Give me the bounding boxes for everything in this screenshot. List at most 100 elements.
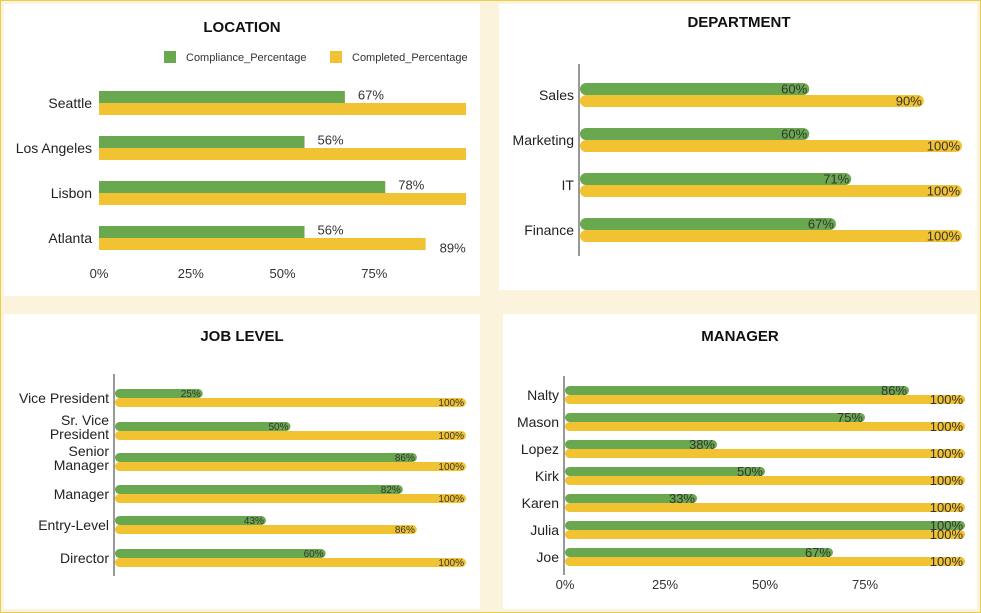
job-level-category-label: Director: [60, 550, 109, 566]
location-data-label: 78%: [398, 178, 424, 193]
manager-bar-completed: [565, 395, 965, 404]
job-level-category-label: Sr. Vice President: [50, 412, 109, 442]
manager-category-label: Joe: [536, 549, 559, 565]
legend-swatch-1: [330, 51, 342, 63]
manager-bar-compliance: [565, 548, 833, 557]
location-tick-label: 75%: [361, 266, 387, 281]
department-bar-completed: [580, 230, 962, 242]
legend-label-1: Completed_Percentage: [352, 52, 468, 64]
job-level-category-line: Manager: [54, 457, 110, 473]
department-data-label: 90%: [896, 94, 922, 109]
department-category-label: Finance: [524, 222, 574, 238]
job-level-category-line: Senior: [69, 443, 110, 459]
job-level-category-label: Senior Manager: [54, 443, 110, 473]
location-category-label: Atlanta: [48, 230, 92, 246]
job-level-data-label: 100%: [438, 558, 464, 569]
job-level-bar-compliance: [115, 549, 326, 558]
department-bar-compliance: [580, 83, 810, 95]
manager-category-label: Kirk: [535, 468, 560, 484]
manager-chart: MANAGER Nalty 86% 100% Mason 75% 100% Lopez 38% 1…: [517, 328, 965, 592]
location-data-label: 67%: [358, 88, 384, 103]
job-level-bar-completed: [115, 525, 417, 534]
location-panel: LOCATION Compliance_Percentage Completed_P…: [4, 4, 480, 296]
location-tick-label: 0%: [90, 266, 109, 281]
manager-bar-completed: [565, 503, 965, 512]
location-bar-completed: [99, 103, 466, 115]
manager-data-label: 100%: [930, 473, 964, 488]
manager-bar-completed: [565, 422, 965, 431]
manager-category-label: Karen: [522, 495, 559, 511]
department-data-label: 100%: [927, 229, 961, 244]
manager-title: MANAGER: [701, 328, 779, 345]
job-level-panel: JOB LEVEL Vice President 25% 100% Sr. Vice Pr…: [4, 314, 480, 609]
manager-data-label: 100%: [930, 419, 964, 434]
location-title: LOCATION: [203, 19, 280, 36]
department-data-label: 60%: [781, 127, 807, 142]
manager-data-label: 67%: [805, 545, 831, 560]
location-tick-label: 25%: [178, 266, 204, 281]
legend-label-0: Compliance_Percentage: [186, 52, 306, 64]
manager-bar-compliance: [565, 521, 965, 530]
job-level-data-label: 86%: [395, 453, 415, 464]
job-level-data-label: 100%: [438, 494, 464, 505]
department-title: DEPARTMENT: [687, 14, 790, 31]
job-level-category-line: President: [50, 426, 109, 442]
department-category-label: Marketing: [513, 132, 574, 148]
manager-data-label: 86%: [881, 383, 907, 398]
manager-tick-label: 25%: [652, 577, 678, 592]
job-level-title: JOB LEVEL: [200, 328, 283, 345]
manager-data-label: 100%: [930, 527, 964, 542]
manager-data-label: 100%: [930, 554, 964, 569]
department-category-label: Sales: [539, 87, 574, 103]
manager-bar-completed: [565, 557, 965, 566]
manager-bar-completed: [565, 449, 965, 458]
manager-category-label: Julia: [530, 522, 559, 538]
job-level-data-label: 100%: [438, 462, 464, 473]
location-bar-completed: [99, 238, 426, 250]
location-category-label: Seattle: [48, 95, 92, 111]
location-data-label: 56%: [318, 223, 344, 238]
job-level-category-label: Manager: [54, 486, 110, 502]
manager-tick-label: 75%: [852, 577, 878, 592]
location-category-label: Lisbon: [51, 185, 92, 201]
job-level-bar-compliance: [115, 516, 266, 525]
job-level-category-label: Entry-Level: [38, 517, 109, 533]
job-level-category-line: Sr. Vice: [61, 412, 109, 428]
department-data-label: 60%: [781, 82, 807, 97]
location-bar-compliance: [99, 181, 386, 193]
manager-tick-label: 0%: [556, 577, 575, 592]
manager-panel: MANAGER Nalty 86% 100% Mason 75% 100% Lopez 38% 1…: [503, 314, 977, 609]
department-bar-completed: [580, 140, 962, 152]
job-level-data-label: 82%: [381, 485, 401, 496]
manager-data-label: 33%: [669, 491, 695, 506]
job-level-bar-compliance: [115, 453, 417, 462]
manager-category-label: Lopez: [521, 441, 559, 457]
department-bar-compliance: [580, 128, 810, 140]
location-tick-label: 50%: [269, 266, 295, 281]
department-bar-completed: [580, 95, 924, 107]
manager-bar-compliance: [565, 494, 697, 503]
job-level-bar-completed: [115, 431, 466, 440]
department-data-label: 67%: [808, 217, 834, 232]
location-bar-compliance: [99, 226, 305, 238]
location-bar-compliance: [99, 136, 305, 148]
department-data-label: 100%: [927, 139, 961, 154]
manager-category-label: Nalty: [527, 387, 559, 403]
location-bar-completed: [99, 193, 466, 205]
job-level-data-label: 50%: [268, 422, 288, 433]
manager-tick-label: 50%: [752, 577, 778, 592]
location-data-label: 89%: [440, 241, 466, 256]
manager-bar-completed: [565, 530, 965, 539]
department-bar-completed: [580, 185, 962, 197]
manager-bar-compliance: [565, 413, 865, 422]
job-level-bar-compliance: [115, 485, 403, 494]
location-chart: LOCATION Compliance_Percentage Completed_P…: [16, 19, 468, 281]
manager-data-label: 100%: [930, 518, 964, 533]
job-level-data-label: 43%: [244, 516, 264, 527]
department-bar-compliance: [580, 218, 836, 230]
manager-category-label: Mason: [517, 414, 559, 430]
job-level-bar-completed: [115, 398, 466, 407]
manager-bar-completed: [565, 476, 965, 485]
manager-bar-compliance: [565, 467, 765, 476]
